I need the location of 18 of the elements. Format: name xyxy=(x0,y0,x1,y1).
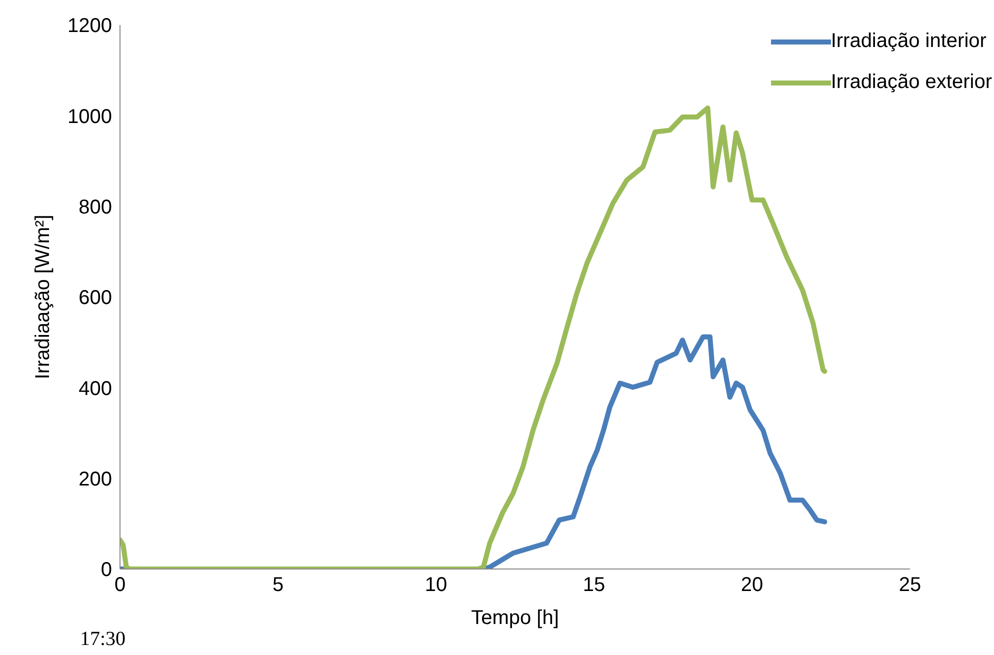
x-tick-label: 10 xyxy=(424,574,448,596)
y-tick-label: 800 xyxy=(78,196,112,218)
x-axis-title: Tempo [h] xyxy=(471,607,559,629)
legend-label: Irradiação interior xyxy=(830,30,986,53)
y-tick-label: 1200 xyxy=(68,15,112,38)
x-tick-label: 25 xyxy=(898,574,922,596)
x-tick-label: 5 xyxy=(272,574,284,596)
text: 17:30 xyxy=(80,628,126,651)
x-tick-label: 20 xyxy=(740,574,764,596)
y-tick-label: 400 xyxy=(78,378,112,400)
x-tick-label: 15 xyxy=(582,574,606,596)
y-tick-label: 600 xyxy=(78,287,112,310)
y-tick-label: 0 xyxy=(100,559,112,582)
y-tick-label: 1000 xyxy=(68,106,112,128)
x-tick-label: 0 xyxy=(114,574,126,596)
y-tick-label: 200 xyxy=(78,468,112,490)
legend-label: Irradiação exterior xyxy=(830,71,992,94)
y-axis-title: Irradiaação [W/m²] xyxy=(32,214,54,380)
